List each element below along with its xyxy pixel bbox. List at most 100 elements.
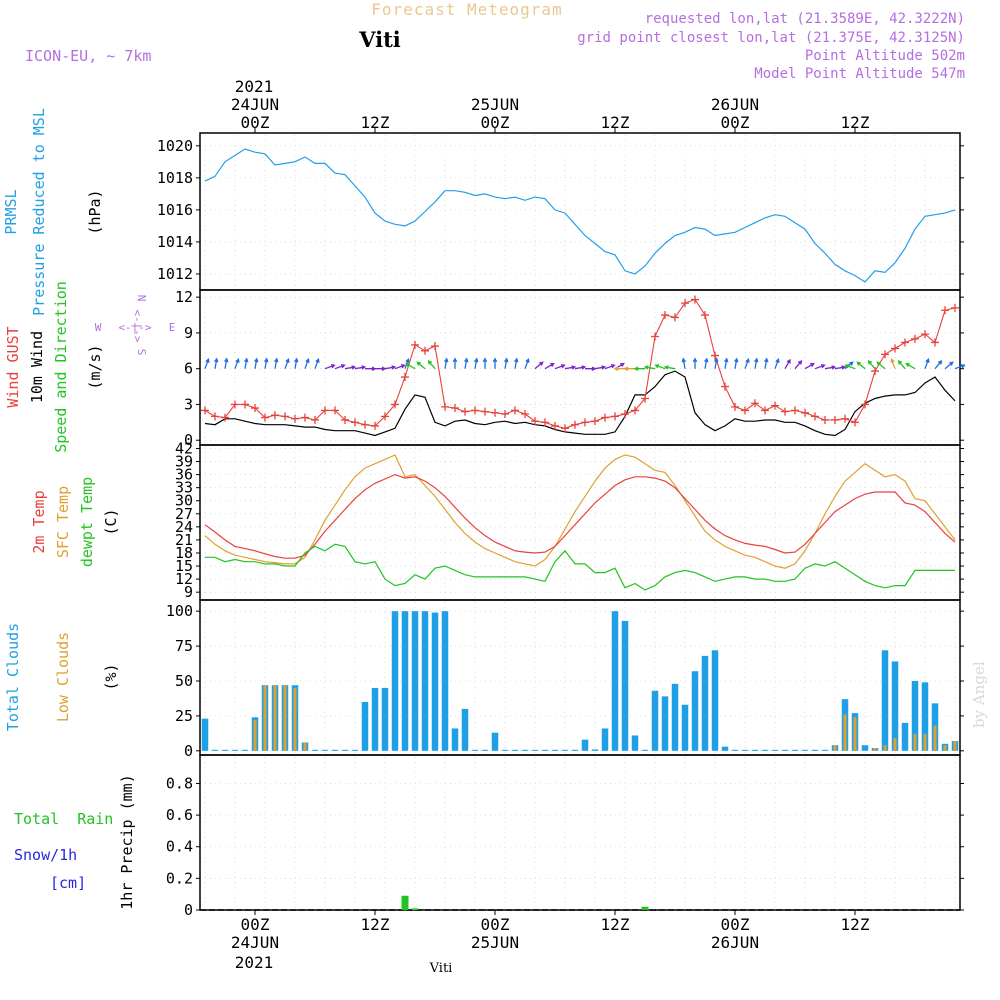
low-cloud-bar — [943, 745, 947, 751]
total-cloud-bar — [721, 746, 729, 751]
gust-marker — [851, 418, 859, 427]
total-cloud-bar — [531, 749, 539, 751]
total-cloud-bar — [501, 749, 509, 751]
total-cloud-bar — [651, 690, 659, 751]
gust-marker — [541, 418, 549, 427]
wind-direction-arrow — [876, 361, 886, 370]
total-cloud-bar — [341, 749, 349, 751]
wind-direction-arrow — [394, 364, 406, 370]
gust-marker — [731, 402, 739, 411]
gust-marker — [341, 415, 349, 424]
wind-direction-arrow — [814, 364, 826, 370]
total-cloud-bar — [921, 682, 929, 751]
total-cloud-bar — [561, 749, 569, 751]
low-cloud-bar — [853, 717, 857, 751]
pressure-line — [204, 148, 956, 283]
wind-direction-arrow — [643, 365, 656, 370]
panel-label-pressure: Pressure Reduced to MSL — [30, 108, 48, 316]
wind-direction-arrow — [844, 364, 856, 370]
y-tick-label: 100 — [166, 602, 193, 620]
y-tick-label: 39 — [175, 453, 193, 471]
wind-direction-arrow — [594, 365, 607, 370]
gust-marker — [231, 400, 239, 409]
gust-marker — [781, 407, 789, 416]
wind-direction-arrow — [804, 363, 815, 370]
gust-marker — [941, 306, 949, 315]
y-tick-label: 6 — [184, 360, 193, 378]
wind-direction-arrow — [474, 357, 479, 369]
gust-marker — [531, 417, 539, 426]
gust-marker — [441, 402, 449, 411]
y-tick-label: 1014 — [157, 233, 193, 251]
total-cloud-bar — [641, 749, 649, 751]
wind-direction-arrow — [365, 366, 377, 371]
wind-direction-arrow — [524, 358, 530, 369]
wind-direction-arrow — [464, 357, 469, 369]
gust-marker — [861, 400, 869, 409]
panel-label-clouds: Low Clouds — [54, 632, 72, 722]
total-cloud-bar — [861, 745, 869, 751]
top-year-label: 2021 — [235, 77, 274, 96]
total-cloud-bar — [631, 735, 639, 751]
wind-direction-arrow — [534, 361, 544, 370]
bottom-year-label: 2021 — [235, 953, 274, 972]
temperature-series — [204, 454, 956, 591]
wind-direction-arrow — [692, 357, 698, 369]
y-tick-label: 33 — [175, 479, 193, 497]
total-cloud-bar — [771, 749, 779, 751]
pressure-series — [204, 148, 956, 283]
gust-marker — [671, 313, 679, 322]
wind-direction-arrow — [254, 357, 259, 369]
sfc-temp-line — [204, 454, 956, 569]
panel-label-wind: (m/s) — [86, 344, 104, 389]
rain-legend-label: Total Rain — [14, 810, 113, 828]
gust-marker — [891, 344, 899, 353]
total-cloud-bar — [521, 749, 529, 751]
bottom-time-label: 00Z — [481, 915, 510, 934]
gust-marker — [711, 351, 719, 360]
wind-direction-arrow — [294, 357, 299, 369]
wind-direction-arrow — [856, 361, 866, 370]
gust-line — [204, 298, 956, 429]
gust-marker — [571, 420, 579, 429]
y-tick-label: 0.8 — [166, 774, 193, 792]
cloud-bars — [201, 611, 959, 751]
wind-direction-arrow — [844, 361, 854, 370]
total-cloud-bar — [671, 683, 679, 751]
low-cloud-bar — [293, 687, 297, 751]
total-cloud-bar — [761, 749, 769, 751]
wind-direction-arrow — [504, 357, 509, 369]
bottom-time-label: 12Z — [361, 915, 390, 934]
y-tick-label: 27 — [175, 505, 193, 523]
panel-label-temp: SFC Temp — [54, 486, 72, 558]
y-tick-label: 9 — [184, 583, 193, 601]
gust-marker — [261, 413, 269, 422]
gust-marker — [921, 330, 929, 339]
wind-direction-arrow — [890, 358, 896, 369]
panel-label-precip: 1hr Precip (mm) — [118, 774, 136, 909]
wind-direction-arrow — [794, 359, 803, 370]
wind-direction-arrow — [492, 357, 498, 369]
legend-east: E — [169, 321, 176, 334]
low-cloud-bar — [913, 734, 917, 751]
y-tick-label: 42 — [175, 439, 193, 457]
y-tick-label: 0.6 — [166, 806, 193, 824]
y-tick-label: 3 — [184, 395, 193, 413]
y-tick-label: 1012 — [157, 265, 193, 283]
gust-marker — [931, 338, 939, 347]
gust-marker — [561, 424, 569, 433]
gust-marker — [411, 340, 419, 349]
gust-marker — [841, 414, 849, 423]
total-cloud-bar — [331, 749, 339, 751]
total-cloud-bar — [401, 611, 409, 751]
wind-direction-arrow — [633, 366, 645, 371]
wind-direction-arrow — [954, 364, 966, 370]
total-cloud-bar — [421, 611, 429, 751]
y-tick-label: 18 — [175, 544, 193, 562]
total-cloud-bar — [661, 696, 669, 751]
gust-marker — [751, 399, 759, 408]
wind-direction-arrow — [585, 366, 597, 371]
total-cloud-bar — [811, 749, 819, 751]
